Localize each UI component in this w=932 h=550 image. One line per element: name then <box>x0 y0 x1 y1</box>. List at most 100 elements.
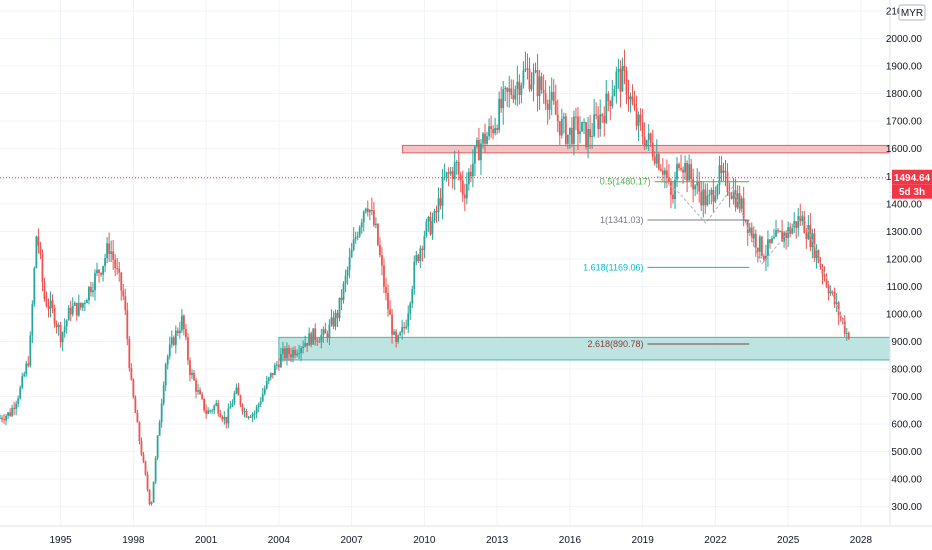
candle-body <box>39 245 42 255</box>
candle-body <box>617 68 620 72</box>
candle-body <box>290 354 292 358</box>
x-tick-labels: 1995 1998 2001 2004 2007 2010 2013 2016 2019 2022… <box>50 535 873 546</box>
candle-body <box>249 416 252 418</box>
candle-body <box>734 190 737 208</box>
y-tick-label: 1700.00 <box>886 117 923 128</box>
candle-body <box>53 307 56 325</box>
candle-body <box>403 326 406 329</box>
candle-body <box>41 254 44 283</box>
candle-body <box>106 243 109 259</box>
candle-body <box>552 91 555 101</box>
candle-body <box>233 393 236 404</box>
candle-body <box>47 306 50 309</box>
candles-layer <box>0 49 850 506</box>
candle-body <box>492 129 494 134</box>
candle-body <box>310 333 313 345</box>
candle-body <box>166 356 169 365</box>
candle-body <box>708 194 711 196</box>
candle-body <box>110 251 113 254</box>
x-tick-label: 1995 <box>50 535 73 546</box>
candle-body <box>817 250 820 263</box>
currency-label: MYR <box>901 8 923 19</box>
candle-body <box>714 195 717 202</box>
candle-body <box>829 291 832 294</box>
candle-body <box>423 235 426 251</box>
candle-body <box>288 348 290 355</box>
candle-body <box>322 329 325 336</box>
candle-body <box>235 387 238 394</box>
candle-body <box>682 169 684 173</box>
candle-body <box>769 239 771 243</box>
currency-badge[interactable]: MYR <box>898 4 926 21</box>
candle-body <box>518 81 521 95</box>
candle-body <box>653 156 656 164</box>
candle-body <box>546 103 549 110</box>
candle-body <box>597 115 600 130</box>
candle-body <box>439 198 442 206</box>
candle-body <box>431 220 434 235</box>
candle-body <box>583 122 585 124</box>
candle-body <box>603 116 606 123</box>
candle-body <box>680 167 682 170</box>
candle-body <box>447 172 450 174</box>
candle-body <box>318 341 321 343</box>
candle-body <box>803 216 806 234</box>
candle-body <box>684 162 686 173</box>
candle-body <box>575 116 577 118</box>
candle-body <box>360 222 363 228</box>
candle-body <box>453 162 456 180</box>
candle-body <box>251 414 254 418</box>
candle-body <box>690 164 693 179</box>
candle-body <box>1 417 3 420</box>
candle-body <box>779 231 781 233</box>
candle-body <box>67 307 70 321</box>
candle-body <box>601 114 604 117</box>
candle-body <box>85 300 88 304</box>
candle-body <box>92 290 94 293</box>
candle-body <box>668 177 670 182</box>
candle-body <box>819 262 822 267</box>
candle-body <box>716 185 719 196</box>
candle-body <box>362 211 365 223</box>
y-tick-label: 1300.00 <box>886 227 923 238</box>
candle-body <box>387 293 389 310</box>
candle-body <box>195 380 197 392</box>
candle-body <box>429 216 432 235</box>
candle-body <box>421 248 424 251</box>
candle-body <box>33 267 36 305</box>
candle-body <box>231 403 234 407</box>
candle-body <box>750 227 753 239</box>
y-tick-label: 600.00 <box>891 420 922 431</box>
candle-body <box>661 170 664 175</box>
candle-body <box>314 328 317 341</box>
candle-body <box>762 255 765 260</box>
candle-body <box>138 422 141 442</box>
candle-body <box>463 194 466 199</box>
candle-body <box>176 330 179 334</box>
candle-body <box>451 171 454 180</box>
candle-body <box>587 128 589 148</box>
candle-body <box>756 248 759 252</box>
candle-body <box>73 302 76 306</box>
candle-body <box>845 332 848 334</box>
fibonacci-levels: 0.5(1480.17) 1(1341.03) 1.618(1169.06) 2.61… <box>583 177 750 349</box>
candle-body <box>227 408 230 424</box>
candle-body <box>696 181 699 186</box>
candle-body <box>637 114 640 126</box>
candle-body <box>370 209 373 211</box>
candle-body <box>659 168 662 171</box>
candle-body <box>144 461 147 475</box>
candle-body <box>490 126 492 130</box>
candle-body <box>364 208 367 212</box>
candle-body <box>391 314 393 335</box>
candle-body <box>585 122 587 148</box>
candle-body <box>57 324 60 328</box>
candle-body <box>366 208 369 213</box>
candle-body <box>207 410 210 414</box>
candle-body <box>536 70 539 97</box>
candle-body <box>296 353 298 356</box>
x-tick-label: 2019 <box>632 535 655 546</box>
candle-body <box>156 435 159 459</box>
candle-body <box>324 329 327 334</box>
